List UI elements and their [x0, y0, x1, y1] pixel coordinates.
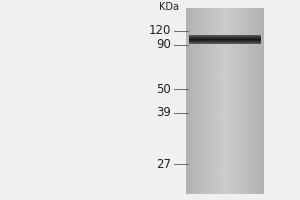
Text: 50: 50 — [156, 83, 171, 96]
Text: 27: 27 — [156, 158, 171, 170]
Text: 90: 90 — [156, 38, 171, 51]
Text: KDa: KDa — [158, 2, 178, 12]
Text: 39: 39 — [156, 106, 171, 119]
Text: 120: 120 — [148, 24, 171, 38]
